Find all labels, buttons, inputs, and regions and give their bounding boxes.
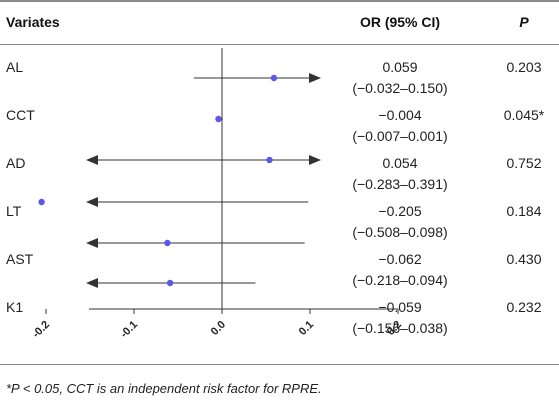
p-value: 0.752 <box>506 155 542 171</box>
or-value: −0.004 <box>378 107 422 123</box>
variate-label: LT <box>6 203 22 219</box>
or-value: −0.062 <box>378 251 422 267</box>
ci-value: (−0.032–0.150) <box>352 80 448 96</box>
x-tick-label: 0.1 <box>297 319 316 338</box>
point-k1 <box>166 279 174 287</box>
x-tick-label: -0.2 <box>30 319 52 341</box>
p-value: 0.045* <box>503 107 545 123</box>
ci-arrow-ast <box>86 238 98 248</box>
header-p: P <box>519 14 529 30</box>
point-ast <box>164 239 171 247</box>
ci-arrow-lt <box>86 197 98 207</box>
point-ad <box>266 156 273 164</box>
point-al <box>270 74 278 82</box>
bottom-rule <box>0 364 559 365</box>
ci-arrow-ad <box>86 155 98 165</box>
header-variates: Variates <box>6 14 60 30</box>
point-lt <box>38 198 45 206</box>
p-value: 0.203 <box>506 59 542 75</box>
variate-label: K1 <box>6 299 24 315</box>
header-or-ci: OR (95% CI) <box>359 14 441 30</box>
variate-label: AL <box>6 59 24 75</box>
point-cct <box>215 115 222 123</box>
ci-value: (−0.283–0.391) <box>352 176 448 192</box>
header-rule <box>0 44 559 45</box>
variate-label: AST <box>6 251 34 267</box>
footnote: *P < 0.05, CCT is an independent risk fa… <box>6 381 322 396</box>
ci-value: (−0.156–0.038) <box>352 320 448 336</box>
p-value: 0.430 <box>506 251 542 267</box>
x-tick-label: -0.1 <box>118 319 140 341</box>
or-value: −0.205 <box>378 203 422 219</box>
p-value: 0.232 <box>506 299 542 315</box>
or-value: 0.054 <box>382 155 418 171</box>
or-value: −0.059 <box>378 299 422 315</box>
ci-value: (−0.508–0.098) <box>352 224 448 240</box>
top-rule <box>0 0 559 2</box>
p-value: 0.184 <box>506 203 542 219</box>
ci-arrow-k1 <box>86 278 98 288</box>
variate-label: CCT <box>6 107 35 123</box>
x-tick-label: 0.0 <box>209 319 228 338</box>
x-tick-label: 0.2 <box>385 319 404 338</box>
variate-label: AD <box>6 155 26 171</box>
ci-value: (−0.007–0.001) <box>352 128 448 144</box>
ci-value: (−0.218–0.094) <box>352 272 448 288</box>
or-value: 0.059 <box>382 59 418 75</box>
